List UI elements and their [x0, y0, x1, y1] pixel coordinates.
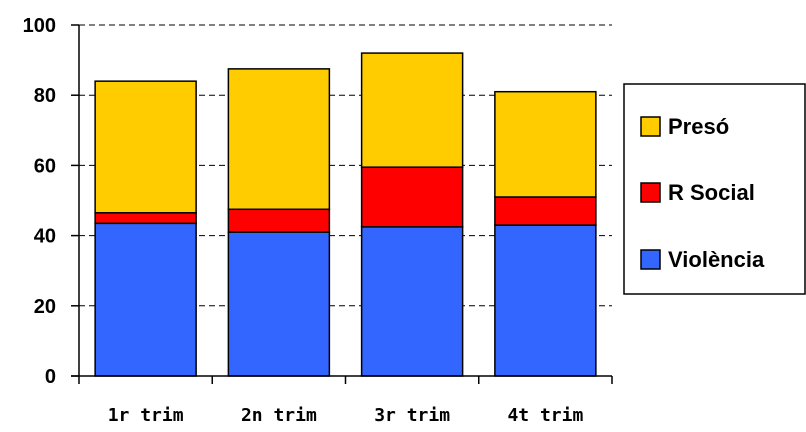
bar-segment	[360, 226, 464, 377]
bar-segment	[494, 90, 597, 198]
bars	[94, 52, 597, 377]
bar-segment	[227, 208, 331, 233]
legend: Presó R Social Violència	[623, 83, 806, 295]
bar-segment	[227, 231, 331, 377]
legend-swatch	[640, 116, 661, 137]
bar-segment	[360, 166, 464, 228]
x-tick-label: 4t trim	[507, 405, 583, 426]
legend-swatch	[640, 249, 661, 270]
bar-segment	[360, 52, 464, 168]
y-tick-label: 80	[34, 85, 56, 107]
legend-label: Violència	[668, 247, 765, 272]
bar-segment	[494, 196, 597, 226]
x-tick-label: 2n trim	[241, 405, 317, 426]
y-tick-label: 0	[45, 366, 56, 388]
y-tick-label: 40	[34, 226, 56, 248]
bar-segment	[94, 222, 197, 377]
y-axis-ticks: 0 20 40 60 80 100	[23, 15, 79, 388]
x-tick-label: 1r trim	[108, 405, 184, 426]
axes	[71, 25, 612, 377]
y-tick-label: 100	[23, 15, 56, 37]
legend-label: R Social	[668, 180, 755, 205]
x-axis-ticks: 1r trim 2n trim 3r trim 4t trim	[78, 376, 613, 426]
bar-segment	[94, 80, 197, 214]
bar-segment	[94, 212, 197, 225]
y-tick-label: 20	[34, 296, 56, 318]
y-tick-label: 60	[34, 155, 56, 177]
x-tick-label: 3r trim	[374, 405, 450, 426]
bar-segment	[494, 224, 597, 377]
bar-segment	[227, 68, 331, 211]
legend-label: Presó	[668, 114, 729, 139]
legend-swatch	[640, 182, 661, 203]
